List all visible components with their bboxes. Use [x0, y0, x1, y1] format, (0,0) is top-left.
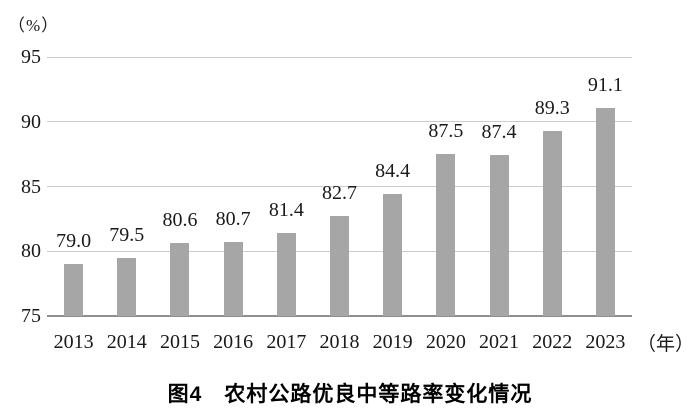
bar — [117, 257, 137, 316]
bar — [436, 154, 456, 316]
y-tick-label: 90 — [21, 110, 41, 133]
x-tick-label: 2018 — [319, 331, 360, 353]
gridline — [47, 121, 632, 123]
bar-value-label: 82.7 — [322, 182, 357, 205]
bar-value-label: 81.4 — [268, 199, 304, 222]
x-tick-label: 2015 — [159, 331, 200, 353]
y-axis-unit-label: （%） — [8, 16, 60, 35]
x-axis-unit-label: （年） — [637, 334, 695, 355]
bar — [595, 107, 615, 316]
x-tick-label: 2019 — [372, 331, 413, 353]
bar-value-label: 87.4 — [481, 121, 517, 144]
plot-area: 75 80 85 90 95 79.0 2013 79.5 2014 80.6 2015 80.7 20… — [21, 46, 632, 353]
bar-value-label: 91.1 — [587, 73, 623, 96]
y-tick-label: 95 — [21, 46, 41, 68]
x-tick-label: 2013 — [53, 331, 94, 353]
bar — [330, 216, 349, 316]
bar — [223, 242, 243, 316]
y-tick-label: 75 — [21, 305, 41, 327]
bar-value-label: 79.0 — [56, 230, 92, 253]
x-tick-label: 2022 — [532, 331, 573, 353]
bar-value-label: 89.3 — [534, 96, 570, 119]
bar — [276, 233, 296, 316]
x-axis-line — [47, 315, 632, 317]
gridline — [47, 56, 632, 58]
bar-value-label: 87.5 — [428, 120, 464, 143]
x-tick-label: 2023 — [585, 331, 626, 353]
x-tick-label: 2014 — [106, 331, 147, 353]
bar-value-label: 84.4 — [375, 160, 411, 183]
bar — [383, 194, 403, 316]
x-tick-label: 2021 — [479, 331, 520, 353]
y-tick-label: 80 — [21, 240, 41, 263]
x-tick-label: 2017 — [266, 331, 307, 353]
x-tick-label: 2020 — [425, 331, 466, 353]
x-tick-label: 2016 — [213, 331, 254, 353]
bar-value-label: 80.6 — [162, 209, 198, 232]
gridline — [47, 186, 632, 187]
y-tick-label: 85 — [21, 175, 41, 198]
bar — [542, 130, 562, 316]
bar — [170, 243, 190, 316]
bar — [64, 264, 84, 316]
bar-value-label: 80.7 — [215, 208, 251, 231]
bar — [489, 155, 509, 316]
chart-caption: 图4 农村公路优良中等路率变化情况 — [167, 383, 533, 406]
bar-value-label: 79.5 — [109, 223, 145, 246]
